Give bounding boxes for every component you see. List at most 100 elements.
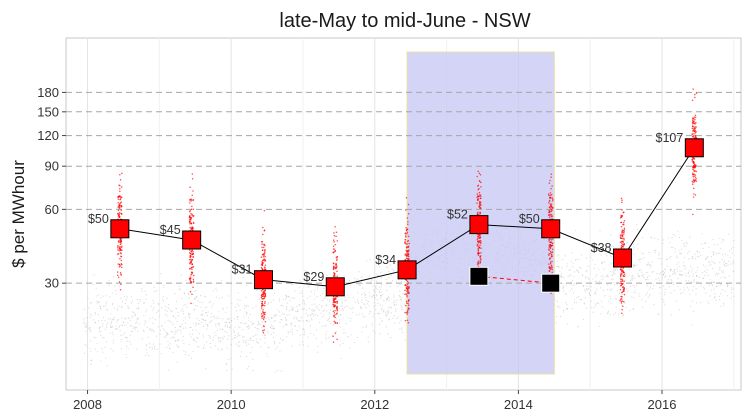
background-point bbox=[321, 306, 323, 308]
background-point bbox=[650, 266, 652, 268]
winter-point bbox=[408, 258, 410, 260]
background-point bbox=[390, 337, 392, 339]
background-point bbox=[404, 339, 406, 341]
background-point bbox=[562, 311, 565, 313]
background-point bbox=[136, 348, 138, 350]
background-point bbox=[610, 302, 612, 304]
background-point bbox=[90, 302, 93, 304]
background-point bbox=[638, 269, 641, 271]
winter-point bbox=[191, 173, 194, 175]
background-point bbox=[311, 309, 313, 311]
background-point bbox=[625, 279, 627, 281]
winter-point bbox=[119, 198, 121, 201]
winter-point bbox=[408, 287, 410, 290]
plot-panel bbox=[65, 37, 742, 391]
winter-point bbox=[477, 250, 479, 252]
background-point bbox=[244, 305, 246, 307]
background-point bbox=[205, 311, 207, 314]
background-point bbox=[723, 260, 725, 262]
background-point bbox=[361, 313, 363, 315]
background-point bbox=[659, 287, 661, 289]
winter-point bbox=[621, 237, 623, 240]
background-point bbox=[321, 342, 323, 344]
winter-point bbox=[477, 211, 479, 213]
background-point bbox=[663, 299, 665, 301]
background-point bbox=[343, 332, 345, 334]
winter-point bbox=[263, 317, 265, 319]
background-point bbox=[245, 311, 247, 313]
background-point bbox=[573, 271, 575, 273]
winter-point bbox=[263, 304, 266, 307]
background-point bbox=[377, 274, 379, 276]
background-point bbox=[112, 319, 114, 321]
background-point bbox=[302, 334, 304, 336]
background-point bbox=[653, 285, 655, 287]
background-point bbox=[642, 275, 644, 277]
background-point bbox=[293, 317, 295, 319]
background-point bbox=[608, 300, 610, 302]
background-point bbox=[231, 338, 234, 340]
background-point bbox=[697, 266, 699, 268]
background-point bbox=[242, 341, 244, 343]
background-point bbox=[106, 326, 108, 329]
winter-point bbox=[120, 283, 122, 285]
background-point bbox=[616, 290, 618, 292]
winter-point bbox=[190, 258, 192, 261]
x-tick-label: 2008 bbox=[73, 397, 102, 412]
winter-point bbox=[118, 203, 120, 206]
background-point bbox=[638, 259, 640, 261]
background-point bbox=[104, 305, 106, 307]
background-point bbox=[363, 303, 365, 305]
background-point bbox=[297, 320, 299, 322]
background-point bbox=[690, 281, 692, 283]
background-point bbox=[342, 308, 344, 310]
background-point bbox=[209, 335, 211, 337]
background-point bbox=[397, 285, 399, 287]
background-point bbox=[301, 290, 303, 292]
background-point bbox=[249, 352, 251, 354]
background-point bbox=[152, 330, 154, 332]
winter-point bbox=[480, 247, 482, 250]
background-point bbox=[587, 277, 589, 279]
winter-point bbox=[262, 311, 265, 313]
background-point bbox=[285, 294, 287, 296]
background-point bbox=[556, 255, 559, 257]
background-point bbox=[614, 269, 616, 271]
background-point bbox=[681, 239, 683, 241]
winter-point bbox=[405, 302, 408, 304]
background-point bbox=[87, 327, 90, 329]
background-point bbox=[257, 322, 260, 324]
background-point bbox=[701, 272, 704, 274]
winter-point bbox=[693, 161, 695, 164]
background-point bbox=[125, 317, 127, 319]
background-point bbox=[724, 253, 726, 255]
background-point bbox=[638, 275, 640, 277]
background-point bbox=[290, 323, 292, 325]
background-point bbox=[726, 285, 729, 288]
background-point bbox=[391, 280, 393, 282]
background-point bbox=[341, 302, 343, 304]
winter-point bbox=[333, 271, 335, 274]
winter-point bbox=[623, 275, 626, 278]
winter-point bbox=[264, 264, 267, 266]
background-point bbox=[241, 351, 243, 353]
background-point bbox=[119, 285, 121, 287]
background-point bbox=[631, 279, 633, 281]
background-point bbox=[162, 296, 164, 298]
winter-point bbox=[120, 186, 123, 188]
background-point bbox=[639, 258, 641, 261]
background-point bbox=[123, 322, 125, 324]
winter-point bbox=[623, 219, 626, 222]
background-point bbox=[270, 301, 272, 303]
background-point bbox=[704, 258, 707, 260]
background-point bbox=[188, 294, 190, 296]
winter-point bbox=[407, 286, 409, 288]
winter-point bbox=[189, 202, 191, 204]
background-point bbox=[578, 296, 580, 298]
winter-point bbox=[693, 178, 695, 180]
winter-point bbox=[192, 190, 194, 192]
background-point bbox=[387, 295, 389, 298]
winter-point bbox=[693, 136, 696, 139]
winter-point bbox=[120, 249, 122, 252]
background-point bbox=[375, 280, 378, 282]
